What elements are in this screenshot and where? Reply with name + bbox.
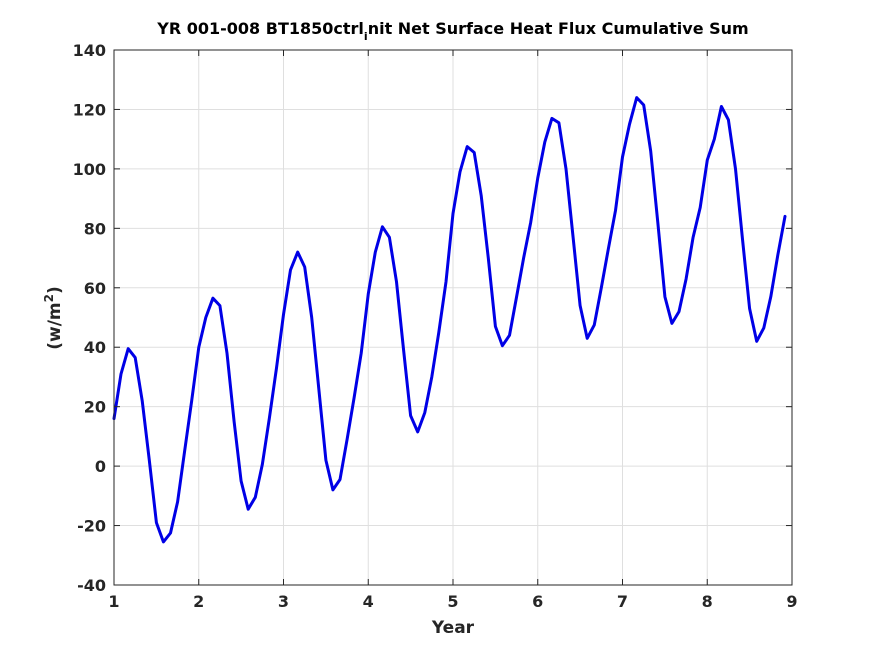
y-tick-label: 40 [84, 338, 106, 357]
ticks [113, 49, 793, 586]
series-line [112, 96, 787, 544]
x-tick-label: 9 [786, 592, 797, 611]
tick-labels: 1 2 3 4 5 6 7 8 9 -40 -20 0 20 40 60 80 100 120 140 [73, 41, 798, 611]
y-tick-label: 120 [73, 100, 106, 119]
x-tick-label: 5 [447, 592, 458, 611]
x-tick-label: 8 [702, 592, 713, 611]
series-group [112, 96, 787, 544]
x-tick-label: 1 [108, 592, 119, 611]
y-axis-label: (w/m2) [42, 286, 65, 350]
y-tick-label: 20 [84, 398, 106, 417]
x-tick-label: 4 [363, 592, 374, 611]
y-tick-label: 100 [73, 160, 106, 179]
y-tick-label: -40 [77, 576, 106, 595]
y-tick-label: 0 [95, 457, 106, 476]
y-tick-label: 140 [73, 41, 106, 60]
x-tick-label: 2 [193, 592, 204, 611]
chart-title: YR 001-008 BT1850ctrlinit Net Surface He… [156, 19, 748, 43]
x-axis-label: Year [431, 618, 475, 638]
y-tick-label: 60 [84, 279, 106, 298]
x-tick-label: 6 [532, 592, 543, 611]
x-tick-label: 3 [278, 592, 289, 611]
y-tick-label: -20 [77, 517, 106, 536]
y-tick-label: 80 [84, 219, 106, 238]
x-tick-label: 7 [617, 592, 628, 611]
